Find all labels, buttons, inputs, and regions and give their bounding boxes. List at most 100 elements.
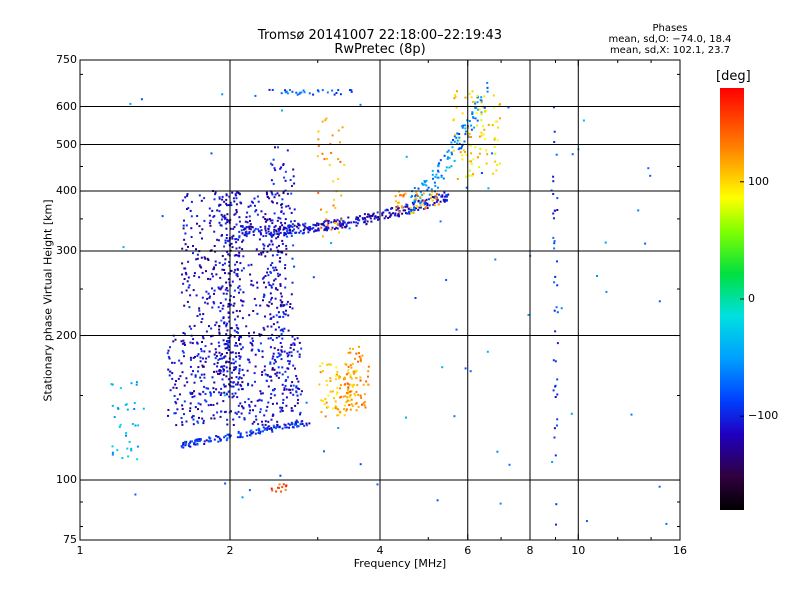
data-point [266,250,269,253]
phase-stats-x: mean, sd,X: 102.1, 23.7 [609,45,731,56]
data-point [250,279,253,282]
data-point [179,393,181,396]
x-tick-label: 8 [526,544,534,557]
data-point [258,428,261,431]
data-point [275,237,278,240]
data-point [181,446,184,449]
data-point [409,210,412,213]
data-point [299,411,302,414]
data-point [312,226,315,229]
data-point [220,224,223,227]
data-point [335,92,338,94]
data-point [359,357,362,360]
data-point [233,302,236,305]
data-point [301,232,304,235]
data-point [272,414,275,417]
data-point [303,424,306,427]
chart-title: Tromsø 20141007 22:18:00–22:19:43 [257,28,503,43]
data-point [188,306,191,309]
data-point [453,97,456,100]
data-point [233,362,235,365]
data-point [269,248,272,251]
data-point [297,398,299,401]
data-point [279,474,282,477]
data-point [219,276,222,279]
data-point [210,327,213,330]
data-point [220,410,223,413]
data-point [205,357,208,360]
data-point [455,328,458,331]
data-point [235,211,238,214]
data-point [344,395,347,398]
data-point [238,355,241,357]
data-point [344,404,346,407]
data-point [278,353,281,356]
data-point [205,387,208,390]
data-point [265,232,268,235]
data-point [333,219,336,222]
data-point [264,427,267,430]
data-point [292,364,295,367]
data-point [347,386,350,389]
data-point [235,254,237,257]
data-point [264,229,267,232]
data-point [134,493,137,496]
data-point [454,95,457,98]
data-point [255,209,258,212]
data-point [290,220,292,223]
data-point [200,199,203,202]
data-point [276,371,279,374]
data-point [494,152,497,155]
data-point [339,384,342,387]
data-point [226,433,229,436]
x-tick-label: 1 [76,544,84,557]
data-point [287,354,290,356]
data-point [212,267,215,270]
data-point [223,321,226,324]
data-point [473,126,476,129]
data-point [350,398,353,401]
data-point [267,305,270,308]
data-point [225,292,228,295]
data-point [209,440,212,443]
data-point [290,192,293,195]
data-point [257,200,260,203]
data-point [232,385,235,388]
data-point [470,160,473,163]
data-point [263,328,266,331]
data-point [227,312,230,314]
data-point [335,220,338,223]
data-point [368,215,371,218]
data-point [256,286,259,289]
data-point [233,329,236,332]
data-point [284,232,286,235]
data-point [355,216,358,219]
data-point [437,170,440,173]
data-point [327,394,330,397]
data-point [480,131,483,134]
data-point [472,116,474,118]
data-point [289,179,292,181]
data-point [553,427,556,430]
data-point [266,374,269,376]
data-point [441,195,444,198]
data-point [552,212,555,215]
data-point [306,226,309,229]
data-point [175,424,178,427]
data-point [284,267,286,270]
data-point [433,181,436,184]
data-point [371,213,374,216]
data-point [184,440,187,443]
data-point [334,400,337,403]
data-point [182,339,185,342]
data-point [305,422,308,425]
data-point [493,137,496,140]
data-point [465,154,468,156]
data-point [285,404,288,407]
data-point [282,163,285,165]
data-point [209,224,212,227]
data-point [243,418,246,421]
data-point [307,231,310,234]
data-point [453,135,456,138]
data-point [437,165,440,168]
